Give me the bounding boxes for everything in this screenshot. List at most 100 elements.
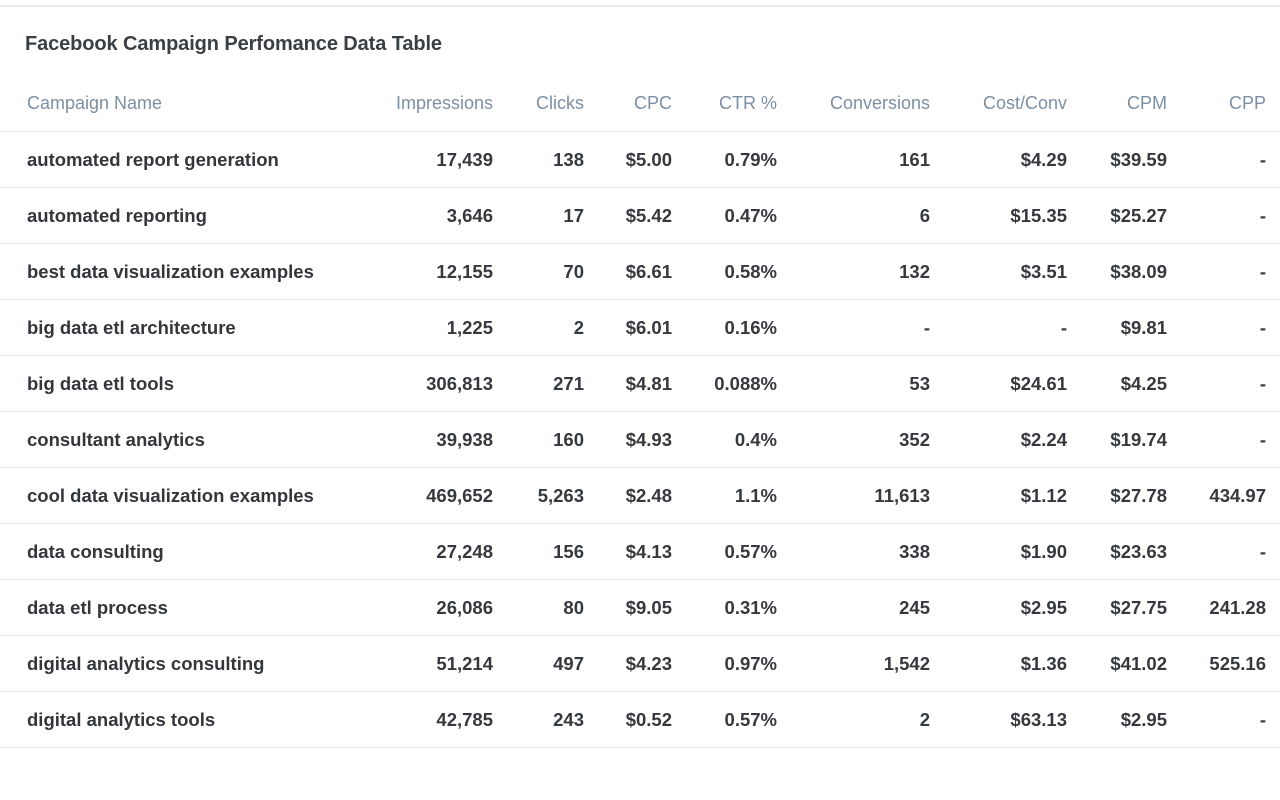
table-row[interactable]: data consulting 27,248 156 $4.13 0.57% 338 $1.… [0,523,1280,580]
cell-impressions: 306,813 [355,355,507,412]
cell-cpm: $39.59 [1081,131,1181,188]
cell-cpp: - [1181,523,1280,580]
cell-conversions: 161 [791,131,944,188]
cell-campaign-name: consultant analytics [0,411,355,468]
cell-cpp: 434.97 [1181,467,1280,524]
cell-conversions: 1,542 [791,635,944,692]
cell-campaign-name: data consulting [0,523,355,580]
cell-ctr: 0.4% [686,411,791,468]
cell-ctr: 0.58% [686,243,791,300]
cell-impressions: 42,785 [355,691,507,748]
table-row[interactable]: consultant analytics 39,938 160 $4.93 0.4% 35… [0,411,1280,468]
cell-cpp: 241.28 [1181,579,1280,636]
cell-cpc: $2.48 [598,467,686,524]
table-row[interactable]: automated reporting 3,646 17 $5.42 0.47% 6 $15… [0,187,1280,244]
cell-cpm: $25.27 [1081,187,1181,244]
cell-ctr: 0.088% [686,355,791,412]
table-row[interactable]: big data etl tools 306,813 271 $4.81 0.088% 5… [0,355,1280,412]
cell-cost-per-conversion: $1.12 [944,467,1081,524]
cell-ctr: 0.16% [686,299,791,356]
cell-cpm: $19.74 [1081,411,1181,468]
cell-ctr: 1.1% [686,467,791,524]
cell-campaign-name: automated report generation [0,131,355,188]
cell-cpp: - [1181,187,1280,244]
cell-cpp: - [1181,299,1280,356]
cell-conversions: - [791,299,944,356]
column-header-cpm[interactable]: CPM [1081,75,1181,132]
cell-cost-per-conversion: $2.95 [944,579,1081,636]
cell-cpm: $2.95 [1081,691,1181,748]
column-header-conversions[interactable]: Conversions [791,75,944,132]
cell-cpc: $9.05 [598,579,686,636]
cell-impressions: 26,086 [355,579,507,636]
cell-campaign-name: big data etl tools [0,355,355,412]
top-divider [0,5,1280,7]
cell-impressions: 1,225 [355,299,507,356]
table-row[interactable]: automated report generation 17,439 138 $5.0… [0,131,1280,188]
cell-ctr: 0.57% [686,523,791,580]
cell-cost-per-conversion: $4.29 [944,131,1081,188]
cell-impressions: 39,938 [355,411,507,468]
cell-cpm: $4.25 [1081,355,1181,412]
cell-cost-per-conversion: $24.61 [944,355,1081,412]
cell-cpm: $27.75 [1081,579,1181,636]
table-row[interactable]: best data visualization examples 12,155 70… [0,243,1280,300]
table-row[interactable]: digital analytics tools 42,785 243 $0.52 0.5… [0,691,1280,748]
cell-clicks: 271 [507,355,598,412]
cell-cost-per-conversion: $2.24 [944,411,1081,468]
cell-clicks: 156 [507,523,598,580]
column-header-campaign-name[interactable]: Campaign Name [0,75,355,132]
cell-clicks: 138 [507,131,598,188]
cell-conversions: 2 [791,691,944,748]
cell-cpc: $0.52 [598,691,686,748]
table-row[interactable]: data etl process 26,086 80 $9.05 0.31% 245 $2.… [0,579,1280,636]
cell-cpm: $41.02 [1081,635,1181,692]
cell-cpc: $5.00 [598,131,686,188]
cell-impressions: 3,646 [355,187,507,244]
cell-impressions: 51,214 [355,635,507,692]
cell-cpc: $4.23 [598,635,686,692]
cell-campaign-name: digital analytics consulting [0,635,355,692]
cell-impressions: 12,155 [355,243,507,300]
campaign-performance-table: Campaign Name Impressions Clicks CPC CTR… [0,75,1280,748]
cell-cpc: $6.01 [598,299,686,356]
cell-cost-per-conversion: $1.36 [944,635,1081,692]
column-header-clicks[interactable]: Clicks [507,75,598,132]
cell-ctr: 0.97% [686,635,791,692]
cell-clicks: 243 [507,691,598,748]
cell-clicks: 80 [507,579,598,636]
panel-title: Facebook Campaign Perfomance Data Table [25,33,442,55]
column-header-impressions[interactable]: Impressions [355,75,507,132]
cell-cpp: - [1181,131,1280,188]
column-header-cost-per-conversion[interactable]: Cost/Conv [944,75,1081,132]
cell-cpm: $27.78 [1081,467,1181,524]
cell-cpm: $9.81 [1081,299,1181,356]
cell-ctr: 0.79% [686,131,791,188]
cell-cpc: $4.81 [598,355,686,412]
cell-conversions: 53 [791,355,944,412]
cell-cost-per-conversion: $3.51 [944,243,1081,300]
column-header-ctr[interactable]: CTR % [686,75,791,132]
cell-cpc: $6.61 [598,243,686,300]
cell-ctr: 0.47% [686,187,791,244]
cell-clicks: 160 [507,411,598,468]
cell-cpp: - [1181,411,1280,468]
table-row[interactable]: cool data visualization examples 469,652 5… [0,467,1280,524]
cell-cost-per-conversion: $15.35 [944,187,1081,244]
cell-ctr: 0.31% [686,579,791,636]
cell-conversions: 11,613 [791,467,944,524]
cell-impressions: 17,439 [355,131,507,188]
cell-cpp: 525.16 [1181,635,1280,692]
cell-campaign-name: digital analytics tools [0,691,355,748]
column-header-cpp[interactable]: CPP [1181,75,1280,132]
cell-conversions: 245 [791,579,944,636]
cell-campaign-name: data etl process [0,579,355,636]
table-row[interactable]: big data etl architecture 1,225 2 $6.01 0.16… [0,299,1280,356]
column-header-cpc[interactable]: CPC [598,75,686,132]
table-row[interactable]: digital analytics consulting 51,214 497 $4.… [0,635,1280,692]
cell-impressions: 469,652 [355,467,507,524]
cell-cost-per-conversion: - [944,299,1081,356]
cell-ctr: 0.57% [686,691,791,748]
cell-cpm: $23.63 [1081,523,1181,580]
cell-cost-per-conversion: $1.90 [944,523,1081,580]
